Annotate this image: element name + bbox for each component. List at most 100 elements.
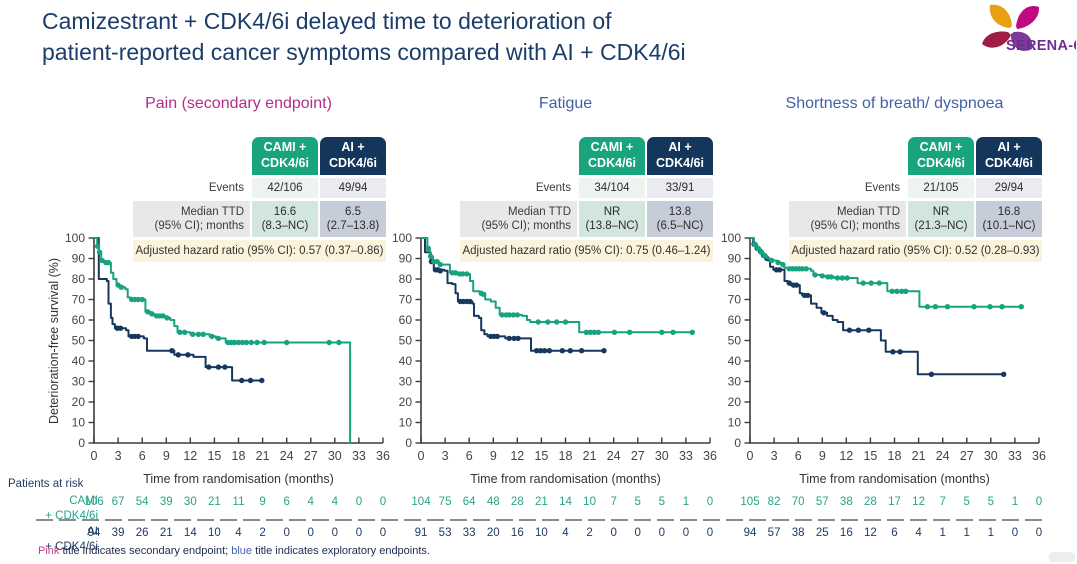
events-label: Events [208,181,244,194]
censor-mark [987,304,993,310]
at-risk-row-label-ai: AI + CDK4/6i [45,526,98,553]
at-risk-value: 39 [111,527,125,539]
at-risk-value: 1 [987,527,995,539]
censor-mark [611,329,618,335]
events-value-ai: 29/94 [976,178,1042,198]
censor-mark [971,304,977,310]
x-axis-tick-label: 9 [490,449,497,463]
events-value-ai: 49/94 [320,178,386,198]
x-axis-tick-label: 21 [583,449,597,463]
median-ttd-value-cami: NR (21.3–NC) [908,201,974,237]
y-axis-tick-label: 30 [728,375,742,389]
at-risk-value: 57 [767,527,781,539]
censor-mark [821,310,827,316]
at-risk-value: 12 [912,496,925,508]
x-axis-tick-label: 24 [280,449,294,463]
censor-mark [554,319,560,325]
logo-petal-crimson-icon [982,31,1011,48]
at-risk-value: 70 [791,496,805,508]
y-axis-tick-label: 60 [728,313,742,327]
km-curve [750,237,1023,308]
censor-mark [860,280,866,286]
censor-mark [562,319,569,325]
censor-mark [761,252,768,259]
x-axis-tick-label: 18 [559,449,573,463]
censor-mark [510,312,516,318]
censor-mark [659,329,665,335]
at-risk-value: 14 [183,527,197,539]
censor-mark [494,333,500,340]
patients-at-risk-header: Patients at risk [8,478,84,490]
censor-mark [185,352,191,358]
events-value-cami: 42/106 [252,178,318,198]
censor-mark [775,259,781,266]
at-risk-value: 4 [235,527,242,539]
censor-mark [248,339,254,346]
at-risk-divider [36,519,1042,521]
at-risk-value: 67 [111,496,125,508]
censor-mark [139,296,145,303]
x-axis-tick-label: 3 [115,449,122,463]
censor-mark [769,257,775,264]
censor-mark [247,377,254,384]
censor-mark [94,243,101,249]
x-axis-title: Time from randomisation (months) [143,472,334,486]
y-axis-tick-label: 10 [399,416,413,430]
censor-mark [99,257,105,264]
y-axis-tick-label: 40 [728,354,742,368]
at-risk-value: 30 [183,496,197,508]
x-axis-tick-label: 9 [819,449,826,463]
at-risk-value: 6 [891,527,898,539]
at-risk-value: 33 [462,527,476,539]
at-risk-value: 2 [259,527,266,539]
y-axis-tick-label: 100 [721,231,741,245]
censor-mark [231,339,238,346]
x-axis-tick-label: 15 [534,449,548,463]
censor-mark [160,313,166,319]
serena6-logo: SERENA-6 [982,4,1076,54]
censor-mark [777,267,783,273]
hazard-ratio-row: Adjusted hazard ratio (95% CI): 0.57 (0.… [133,240,386,262]
at-risk-value: 7 [939,496,946,508]
censor-mark [118,284,124,290]
median-ttd-value-cami: NR (13.8–NC) [579,201,645,237]
events-value-cami: 34/104 [579,178,645,198]
censor-mark [215,364,222,370]
censor-mark [284,339,290,346]
x-axis-tick-label: 30 [984,449,998,463]
at-risk-row-label-cami: CAMI + CDK4/6i [45,495,98,522]
at-risk-value: 94 [87,527,101,539]
x-axis-tick-label: 36 [376,449,390,463]
censor-mark [786,280,792,286]
x-axis-tick-label: 30 [655,449,669,463]
censor-mark [846,327,853,333]
censor-mark [215,335,222,342]
censor-mark [999,304,1005,310]
censor-mark [182,329,188,335]
at-risk-value: 25 [815,527,829,539]
events-value-cami: 21/105 [908,178,974,198]
at-risk-value: 10 [535,527,548,539]
y-axis-tick-label: 50 [72,334,86,348]
at-risk-value: 53 [438,527,452,539]
censor-mark [828,274,834,280]
at-risk-value: 0 [706,496,714,508]
censor-mark [200,331,206,337]
y-axis-tick-label: 10 [72,416,86,430]
at-risk-value: 0 [610,527,617,539]
x-axis-tick-label: 18 [888,449,902,463]
x-axis-tick-label: 33 [679,449,693,463]
censor-mark [866,327,872,333]
censor-mark [932,304,939,310]
x-axis-tick-label: 27 [631,449,645,463]
censor-mark [819,273,825,279]
footnote-text: title indicates secondary endpoint; [59,545,232,557]
censor-mark [135,296,141,303]
at-risk-value: 9 [259,496,266,508]
at-risk-value: 28 [864,496,877,508]
median-ttd-value-cami: 16.6 (8.3–NC) [252,201,318,237]
censor-mark [627,329,633,335]
x-axis-tick-label: 21 [256,449,270,463]
